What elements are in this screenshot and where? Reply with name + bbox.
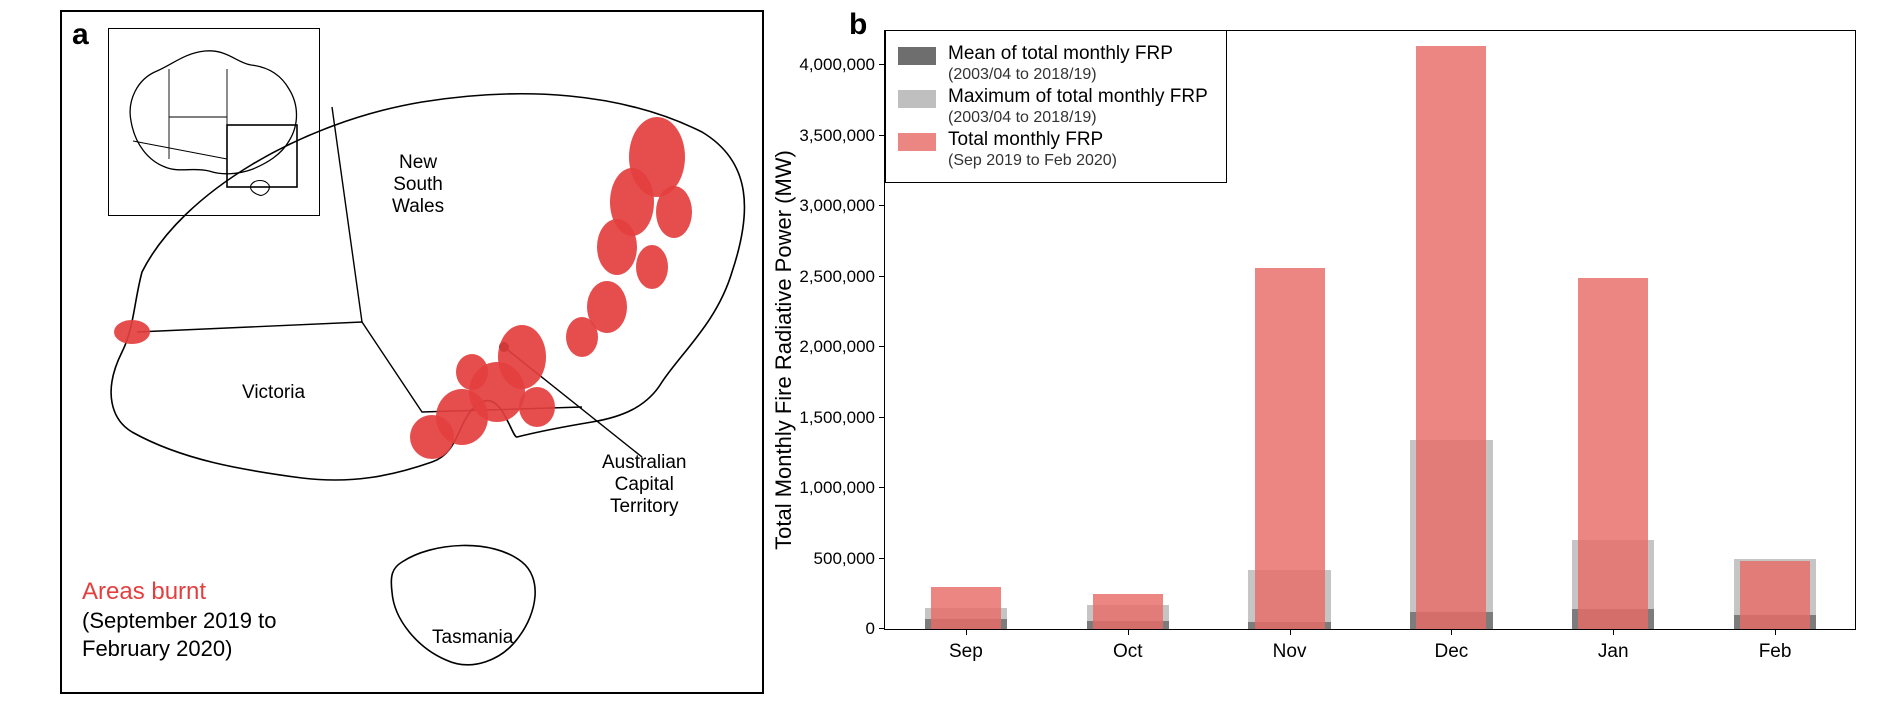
victoria-label: Victoria (242, 382, 305, 404)
bars-area (885, 30, 1856, 629)
bar-total (1255, 268, 1325, 629)
y-tick-label: 3,500,000 (799, 126, 885, 146)
bar-total (1578, 278, 1648, 629)
burnt-caption: Areas burnt (September 2019 to February … (82, 577, 276, 662)
bar-total (1416, 46, 1486, 629)
nsw-label: New South Wales (392, 152, 444, 218)
panel-a: a (60, 10, 764, 694)
y-tick-label: 2,500,000 (799, 267, 885, 287)
burnt-caption-title: Areas burnt (82, 578, 206, 605)
bar-total (931, 587, 1001, 629)
burnt-caption-sub: (September 2019 to February 2020) (82, 608, 276, 661)
bar-total (1740, 561, 1810, 629)
tasmania-label: Tasmania (432, 627, 513, 649)
y-tick-label: 0 (866, 619, 885, 639)
y-axis-title: Total Monthly Fire Radiative Power (MW) (771, 150, 797, 550)
bar-total (1093, 594, 1163, 629)
y-tick-label: 500,000 (814, 549, 885, 569)
figure: a (0, 0, 1896, 701)
y-tick-label: 3,000,000 (799, 196, 885, 216)
y-tick-label: 1,000,000 (799, 478, 885, 498)
act-label: Australian Capital Territory (602, 452, 687, 518)
panel-b: b Total Monthly Fire Radiative Power (MW… (794, 10, 1876, 690)
panel-b-label: b (849, 8, 867, 42)
y-tick-label: 2,000,000 (799, 337, 885, 357)
chart-frame: Mean of total monthly FRP (2003/04 to 20… (884, 30, 1856, 630)
y-tick-label: 1,500,000 (799, 408, 885, 428)
y-tick-label: 4,000,000 (799, 55, 885, 75)
